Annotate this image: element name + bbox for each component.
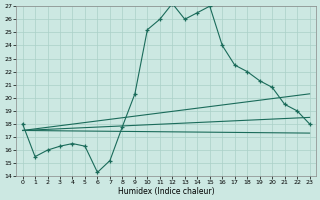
X-axis label: Humidex (Indice chaleur): Humidex (Indice chaleur) <box>118 187 214 196</box>
